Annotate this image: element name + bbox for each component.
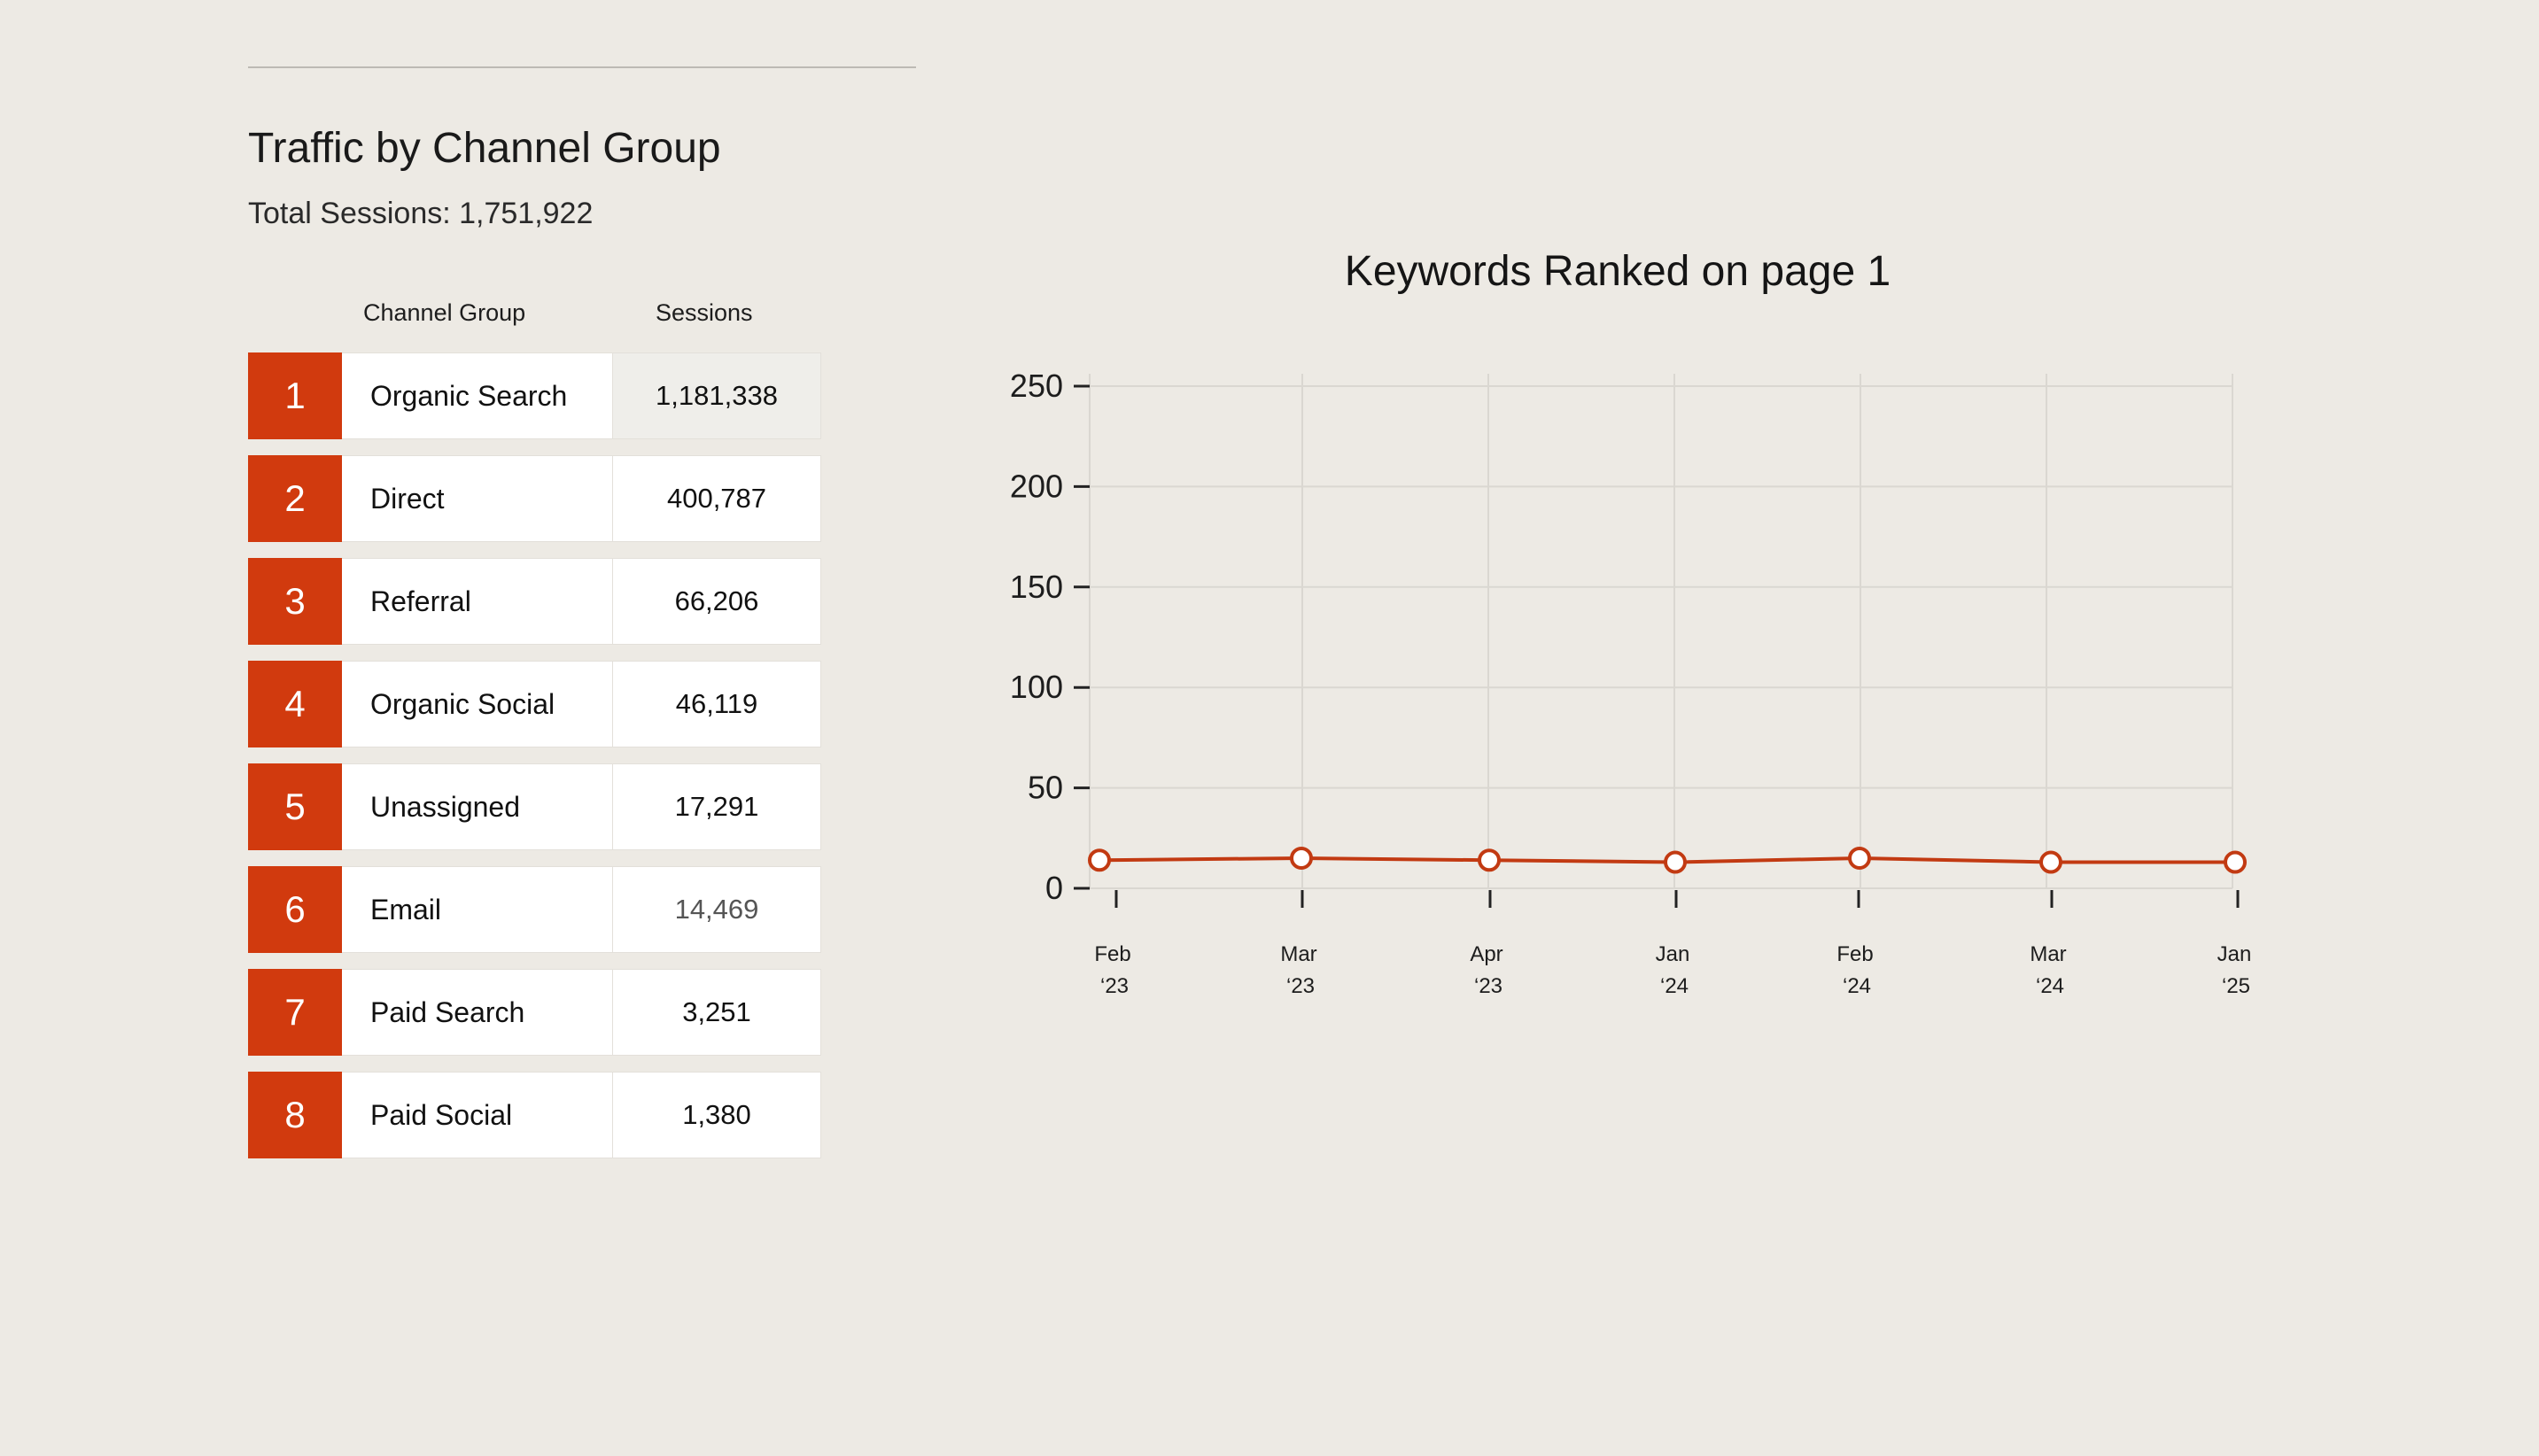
channel-name: Paid Search xyxy=(370,995,525,1028)
channel-name: Paid Social xyxy=(370,1098,513,1131)
x-tick-label-month: Jan xyxy=(2217,942,2252,966)
total-sessions: Total Sessions: 1,751,922 xyxy=(248,197,594,230)
table-row: 7 Paid Search 3,251 xyxy=(248,969,824,1056)
table-row: 1 Organic Search 1,181,338 xyxy=(248,352,824,439)
data-point xyxy=(1848,846,1871,870)
y-tick-label: 250 xyxy=(1010,368,1063,404)
sessions-value: 1,380 xyxy=(612,1072,821,1158)
rank-badge: 6 xyxy=(248,866,342,953)
x-tick-label-year: ‘25 xyxy=(2222,974,2250,998)
sessions-value: 3,251 xyxy=(612,969,821,1056)
data-point xyxy=(1478,848,1501,872)
rank-badge: 5 xyxy=(248,763,342,850)
x-tick-label-year: ‘23 xyxy=(1100,974,1129,998)
rank-badge: 2 xyxy=(248,455,342,542)
channel-name: Direct xyxy=(370,482,445,515)
table-row: 4 Organic Social 46,119 xyxy=(248,661,824,747)
data-point xyxy=(1088,848,1111,872)
channel-cell: Organic Social xyxy=(342,661,612,747)
y-tick-label: 100 xyxy=(1010,669,1063,705)
rank-badge: 7 xyxy=(248,969,342,1056)
y-tick-label: 150 xyxy=(1010,569,1063,605)
x-tick-label-month: Mar xyxy=(2030,942,2066,966)
keywords-chart: Keywords Ranked on page 1 0 50 100 150 200 25… xyxy=(957,230,2463,1027)
y-tick-label: 200 xyxy=(1010,468,1063,504)
x-tick-label-month: Mar xyxy=(1280,942,1316,966)
chart-title: Keywords Ranked on page 1 xyxy=(1345,248,1891,295)
column-header-sessions: Sessions xyxy=(656,299,753,326)
channel-cell: Direct xyxy=(342,455,612,542)
sessions-value: 46,119 xyxy=(612,661,821,747)
x-tick-label-month: Feb xyxy=(1094,942,1130,966)
channel-cell: Organic Search xyxy=(342,352,612,439)
channel-cell: Unassigned xyxy=(342,763,612,850)
x-tick-label-month: Jan xyxy=(1656,942,1690,966)
channel-name: Organic Social xyxy=(370,687,555,720)
x-tick-label-year: ‘24 xyxy=(1660,974,1689,998)
channel-name: Organic Search xyxy=(370,379,568,412)
sessions-value: 14,469 xyxy=(612,866,821,953)
page-title: Traffic by Channel Group xyxy=(248,125,721,172)
top-divider xyxy=(248,66,916,68)
channel-table: 1 Organic Search 1,181,338 2 Direct 400,… xyxy=(248,352,824,1174)
rank-badge: 1 xyxy=(248,352,342,439)
keywords-chart-svg: Keywords Ranked on page 1 0 50 100 150 200 25… xyxy=(1010,248,2252,998)
x-tick-label-year: ‘23 xyxy=(1474,974,1502,998)
table-row: 3 Referral 66,206 xyxy=(248,558,824,645)
table-row: 5 Unassigned 17,291 xyxy=(248,763,824,850)
data-point xyxy=(1664,850,1687,874)
rank-badge: 8 xyxy=(248,1072,342,1158)
y-tick-label: 0 xyxy=(1045,870,1063,906)
rank-badge: 4 xyxy=(248,661,342,747)
channel-cell: Email xyxy=(342,866,612,953)
table-row: 6 Email 14,469 xyxy=(248,866,824,953)
channel-cell: Paid Social xyxy=(342,1072,612,1158)
table-row: 8 Paid Social 1,380 xyxy=(248,1072,824,1158)
y-tick-label: 50 xyxy=(1028,770,1063,806)
channel-name: Email xyxy=(370,893,442,925)
data-point xyxy=(2224,850,2247,874)
column-header-channel: Channel Group xyxy=(363,299,526,326)
data-point xyxy=(2039,850,2062,874)
channel-name: Unassigned xyxy=(370,790,520,823)
sessions-value: 400,787 xyxy=(612,455,821,542)
table-row: 2 Direct 400,787 xyxy=(248,455,824,542)
x-tick-label-month: Apr xyxy=(1470,942,1502,966)
x-tick-label-year: ‘24 xyxy=(1843,974,1871,998)
channel-name: Referral xyxy=(370,585,471,617)
sessions-value: 1,181,338 xyxy=(612,352,821,439)
data-point xyxy=(1290,846,1313,870)
sessions-value: 66,206 xyxy=(612,558,821,645)
channel-cell: Referral xyxy=(342,558,612,645)
rank-badge: 3 xyxy=(248,558,342,645)
sessions-value: 17,291 xyxy=(612,763,821,850)
x-tick-label-month: Feb xyxy=(1836,942,1873,966)
channel-cell: Paid Search xyxy=(342,969,612,1056)
x-tick-label-year: ‘24 xyxy=(2036,974,2064,998)
x-tick-label-year: ‘23 xyxy=(1286,974,1315,998)
